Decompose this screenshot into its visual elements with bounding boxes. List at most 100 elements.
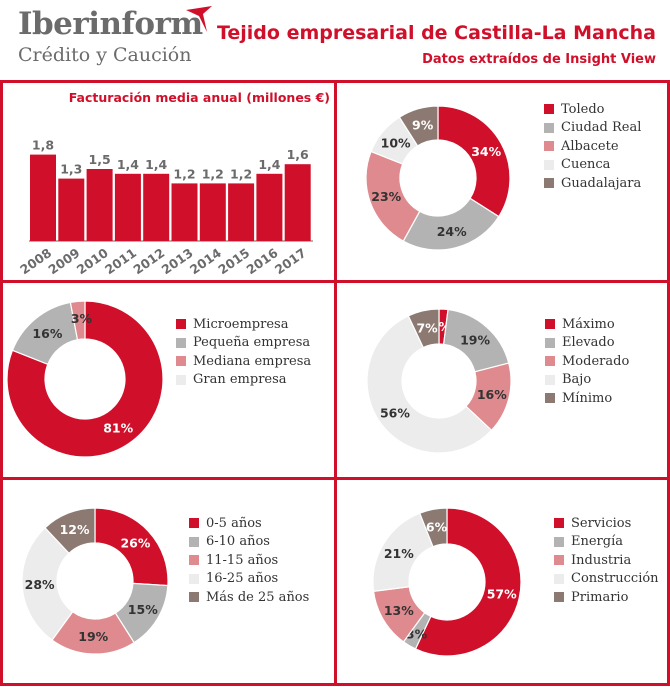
legend-item: Pequeña empresa xyxy=(176,334,311,353)
bar-2014 xyxy=(199,183,226,241)
slice-Servicios xyxy=(414,507,522,657)
bar-value-label: 1,8 xyxy=(32,138,54,153)
slice-label: 23% xyxy=(371,189,401,204)
legend-swatch xyxy=(544,104,554,115)
bar-2015 xyxy=(228,183,255,241)
bar-2008 xyxy=(30,154,56,241)
legend-item: Gran empresa xyxy=(176,371,311,390)
legend-label: Construcción xyxy=(571,571,659,587)
legend-swatch xyxy=(545,337,555,348)
legend-swatch xyxy=(189,518,199,529)
page-subtitle: Datos extraídos de Insight View xyxy=(422,52,656,67)
bar-category-label: 2013 xyxy=(159,245,196,277)
legend-item: Mediana empresa xyxy=(176,352,311,371)
bar-value-label: 1,4 xyxy=(258,157,280,172)
legend-item: Más de 25 años xyxy=(189,588,309,607)
bar-category-label: 2015 xyxy=(215,245,252,277)
legend-item: Toledo xyxy=(544,100,641,119)
donut-chart-provincia: 34% 24% 23% 10%9% xyxy=(365,105,511,251)
legend-item: Bajo xyxy=(545,371,629,390)
bar-value-label: 1,2 xyxy=(202,166,224,181)
slice-Mediana empresa xyxy=(69,300,86,341)
legend-swatch xyxy=(545,319,555,330)
bar-value-label: 1,4 xyxy=(145,157,167,172)
slice-Mínimo xyxy=(407,308,440,349)
legend-label: Ciudad Real xyxy=(561,120,642,136)
pie-panel-sector: 57% 3% 13% 21% 6% Servicios Energía Industria C… xyxy=(337,481,667,681)
legend-riesgo: Máximo Elevado Moderado Bajo Mínimo xyxy=(545,315,629,408)
slice-label: 10% xyxy=(381,135,411,150)
legend-item: Industria xyxy=(554,551,659,570)
legend-label: Elevado xyxy=(562,335,615,351)
slice-Bajo xyxy=(366,315,493,454)
legend-label: Primario xyxy=(571,589,629,605)
pie-panel-riesgo: 2% 19% 16% 56% 7% Máximo Elevado Moderado Bajo M… xyxy=(337,284,667,476)
legend-swatch xyxy=(176,319,186,330)
bar-value-label: 1,4 xyxy=(117,157,139,172)
slice-label: 19% xyxy=(460,333,490,348)
legend-swatch xyxy=(544,159,554,170)
bar-chart-title: Facturación media anual (millones €) xyxy=(69,90,330,105)
legend-label: Microempresa xyxy=(193,316,289,332)
slice-label: 9% xyxy=(412,118,434,133)
legend-label: Energía xyxy=(571,534,623,550)
legend-label: Albacete xyxy=(561,138,619,154)
legend-label: Bajo xyxy=(562,372,592,388)
slice-label: 3% xyxy=(71,311,93,326)
slice-label: 6% xyxy=(426,519,448,534)
slice-label: 21% xyxy=(384,546,414,561)
donut-chart-tamano: 81% 16% 3% xyxy=(6,300,164,458)
bar-category-label: 2009 xyxy=(45,245,82,277)
legend-swatch xyxy=(189,592,199,603)
bar-chart-panel: Facturación media anual (millones €) 1,8 2… xyxy=(4,84,334,279)
bar-value-label: 1,6 xyxy=(287,147,309,162)
legend-swatch xyxy=(176,374,186,385)
legend-item: Servicios xyxy=(554,514,659,533)
legend-label: 6-10 años xyxy=(206,534,270,550)
legend-item: Construcción xyxy=(554,570,659,589)
donut-chart-sector: 57%3%13%21%6% xyxy=(372,507,522,657)
legend-label: Toledo xyxy=(561,101,605,117)
slice-label: 12% xyxy=(60,522,90,537)
bar-value-label: 1,2 xyxy=(173,166,195,181)
slice-label: 15% xyxy=(128,602,158,617)
slice-Primario xyxy=(418,507,448,548)
legend-swatch xyxy=(189,555,199,566)
legend-item: 16-25 años xyxy=(189,570,309,589)
slice-label: 16% xyxy=(477,387,507,402)
legend-item: Máximo xyxy=(545,315,629,334)
bar-category-label: 2012 xyxy=(130,245,167,277)
legend-provincia: Toledo Ciudad Real Albacete Cuenca Guadalaja… xyxy=(544,100,641,193)
bar-value-label: 1,3 xyxy=(60,162,82,177)
bar-category-label: 2008 xyxy=(17,245,54,277)
bar-category-label: 2017 xyxy=(272,245,309,277)
legend-item: Albacete xyxy=(544,137,641,156)
legend-swatch xyxy=(545,356,555,367)
legend-swatch xyxy=(189,573,199,584)
legend-label: Pequeña empresa xyxy=(193,335,311,351)
slice-label: 28% xyxy=(25,577,55,592)
legend-label: Industria xyxy=(571,552,632,568)
bar-2017 xyxy=(284,164,311,241)
bar-value-label: 1,2 xyxy=(230,166,252,181)
legend-swatch xyxy=(554,536,564,547)
pie-panel-provincia: 34% 24% 23% 10% 9% Toledo Ciudad Real Albacete… xyxy=(337,84,667,279)
legend-label: Guadalajara xyxy=(561,175,642,191)
legend-swatch xyxy=(176,356,186,367)
bar-category-label: 2016 xyxy=(244,245,281,277)
header: Iberinform Crédito y Caución Tejido empr… xyxy=(0,0,670,78)
legend-swatch xyxy=(554,573,564,584)
legend-item: Energía xyxy=(554,533,659,552)
divider-vertical xyxy=(334,80,337,686)
bar-category-label: 2014 xyxy=(187,245,224,277)
pie-panel-antiguedad: 26% 15% 19% 28% 12% 0-5 años 6-10 años 11-15 a… xyxy=(4,481,334,681)
legend-item: Guadalajara xyxy=(544,174,641,193)
legend-label: 16-25 años xyxy=(206,571,279,587)
legend-label: Gran empresa xyxy=(193,372,287,388)
bar-2009 xyxy=(58,178,85,241)
legend-antiguedad: 0-5 años 6-10 años 11-15 años 16-25 años Más… xyxy=(189,514,309,607)
slice-label: 7% xyxy=(416,320,438,335)
bar-2013 xyxy=(171,183,198,241)
slice-label: 56% xyxy=(380,406,410,421)
logo-subtitle: Crédito y Caución xyxy=(18,44,192,66)
